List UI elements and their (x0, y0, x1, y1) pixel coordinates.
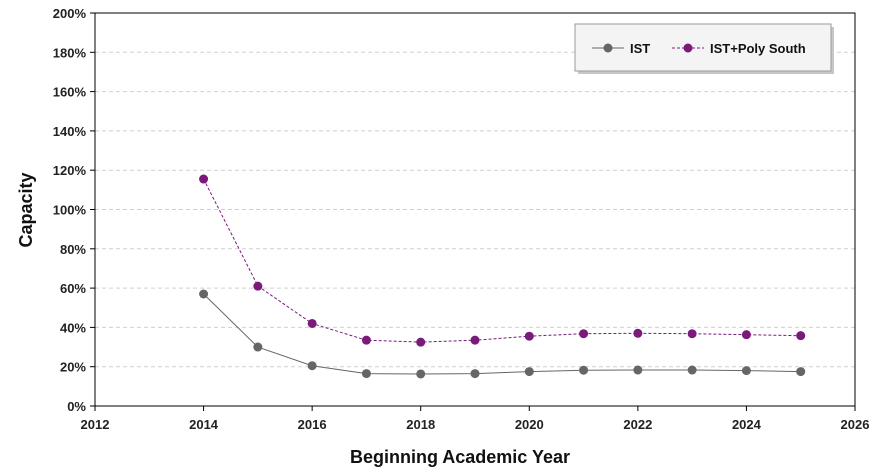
y-tick-label: 20% (60, 360, 86, 375)
y-tick-label: 40% (60, 320, 86, 335)
x-tick-label: 2020 (515, 417, 544, 432)
y-tick-label: 60% (60, 281, 86, 296)
data-point (416, 337, 426, 347)
y-tick-label: 180% (53, 45, 87, 60)
data-point (253, 281, 263, 291)
data-point (253, 342, 263, 352)
data-point (199, 174, 209, 184)
legend-label: IST+Poly South (710, 41, 806, 56)
data-point (687, 329, 697, 339)
x-axis-title: Beginning Academic Year (350, 447, 570, 467)
y-axis-ticks: 0% 20% 40% 60% 80% 100% 120% 140% 160% 180% 200% (53, 6, 95, 414)
gridlines (95, 51, 855, 368)
data-point (307, 361, 317, 371)
legend-marker (683, 43, 693, 53)
series-line (203, 293, 801, 375)
series-line (203, 178, 801, 343)
series (199, 174, 806, 379)
y-tick-label: 80% (60, 242, 86, 257)
x-tick-label: 2018 (406, 417, 435, 432)
x-tick-label: 2016 (298, 417, 327, 432)
data-point (470, 369, 480, 379)
y-tick-label: 120% (53, 163, 87, 178)
legend-entries: IST IST+Poly South (592, 41, 806, 56)
data-point (524, 331, 534, 341)
data-point (524, 367, 534, 377)
y-tick-label: 0% (67, 399, 86, 414)
y-tick-label: 140% (53, 124, 87, 139)
series-2 (199, 174, 806, 347)
y-tick-label: 200% (53, 6, 87, 21)
x-tick-label: 2012 (81, 417, 110, 432)
legend-marker (603, 43, 613, 53)
data-point (741, 366, 751, 376)
data-point (579, 365, 589, 375)
data-point (470, 335, 480, 345)
data-point (633, 328, 643, 338)
data-point (633, 365, 643, 375)
x-tick-label: 2026 (841, 417, 870, 432)
legend: IST IST+Poly South (574, 23, 834, 74)
x-tick-label: 2024 (732, 417, 762, 432)
data-point (199, 289, 209, 299)
data-point (579, 329, 589, 339)
data-point (307, 318, 317, 328)
x-tick-label: 2014 (189, 417, 219, 432)
series-1 (199, 289, 806, 379)
x-axis-ticks: 2012 2014 2016 2018 2020 2022 2024 2026 (81, 406, 870, 432)
legend-label: IST (630, 41, 650, 56)
y-tick-label: 160% (53, 85, 87, 100)
data-point (687, 365, 697, 375)
x-tick-label: 2022 (623, 417, 652, 432)
data-point (741, 330, 751, 340)
data-point (361, 335, 371, 345)
data-point (416, 369, 426, 379)
y-axis-title: Capacity (16, 172, 36, 247)
data-point (796, 331, 806, 341)
data-point (361, 369, 371, 379)
data-point (796, 367, 806, 377)
y-tick-label: 100% (53, 203, 87, 218)
